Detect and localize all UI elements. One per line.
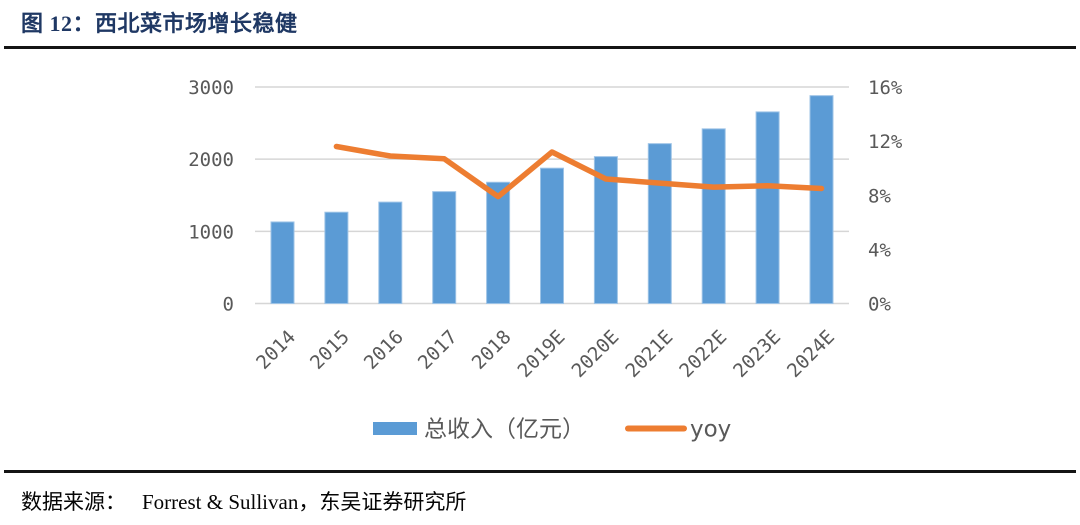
legend-line-label: yoy [690,417,731,443]
chart-area: 0 1000 2000 3000 0% 4% 8% 12% 16% 2014 2015 2016 201… [0,55,1080,455]
right-axis-tick-label: 12% [868,131,903,153]
x-axis-tick-label: 2018 [468,326,516,374]
revenue-bar-2014 [270,221,295,304]
revenue-bar-2022E [701,128,726,304]
x-axis-tick-label: 2023E [729,326,785,382]
figure-title: 图 12：西北菜市场增长稳健 [21,11,298,36]
x-axis-tick-label: 2024E [783,326,839,382]
footer-divider-rule [4,470,1076,473]
data-source-text: Forrest & Sullivan，东吴证券研究所 [142,490,467,514]
right-axis-tick-label: 0% [868,294,891,316]
x-axis-tick-label: 2021E [621,326,677,382]
yoy-line [333,143,825,200]
left-axis-tick-label: 1000 [188,221,234,243]
revenue-bar-2015 [324,211,349,304]
x-axis-tick-label: 2014 [252,326,300,374]
right-axis-tick-label: 16% [868,77,903,99]
right-axis-tick-label: 8% [868,185,891,207]
revenue-bar-2020E [593,156,618,304]
x-axis-tick-label: 2022E [675,326,731,382]
x-axis-tick-label: 2016 [360,326,408,374]
left-axis-tick-label: 2000 [188,149,234,171]
revenue-bar-2023E [755,111,780,304]
x-axis-tick-label: 2019E [514,326,570,382]
x-axis-tick-label: 2020E [567,326,623,382]
revenue-bar-2018 [486,181,511,304]
title-divider-rule [4,46,1076,49]
revenue-bar-2021E [647,143,672,304]
left-axis-tick-label: 3000 [188,77,234,99]
revenue-bar-2024E [809,95,834,304]
legend-bar-swatch [373,422,417,435]
revenue-bar-2019E [540,167,564,304]
x-axis-tick-label: 2015 [306,326,354,374]
legend-bar-label: 总收入（亿元） [424,417,585,443]
revenue-bar-2017 [432,191,457,304]
x-axis-tick-label: 2017 [414,326,462,374]
right-axis-tick-label: 4% [868,239,891,261]
data-source-label: 数据来源： [21,490,126,514]
revenue-bar-2016 [378,201,403,304]
left-axis-tick-label: 0 [223,294,234,316]
data-source-note: 数据来源： Forrest & Sullivan，东吴证券研究所 [21,486,466,516]
